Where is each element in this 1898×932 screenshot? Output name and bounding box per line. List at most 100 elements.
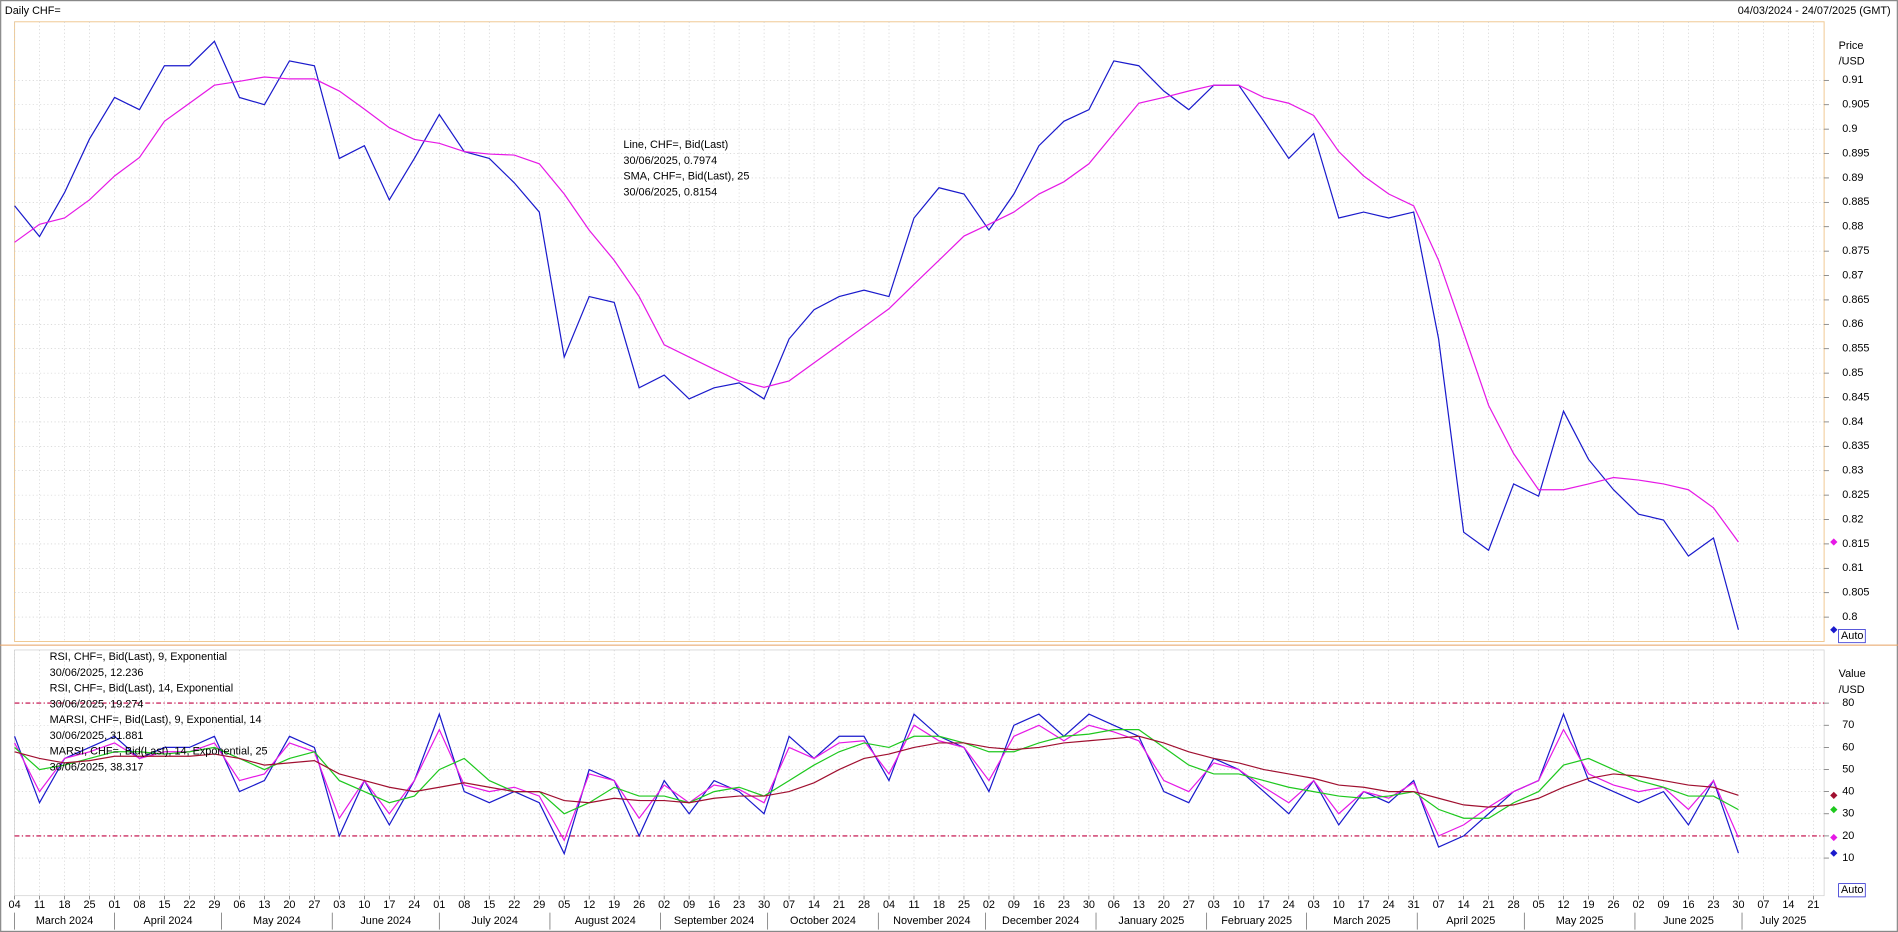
y-tick-label: 60 xyxy=(1842,741,1854,753)
x-tick-label: 21 xyxy=(1807,899,1819,911)
auto-label[interactable]: Auto xyxy=(1841,884,1863,896)
x-tick-label: 23 xyxy=(1707,899,1719,911)
x-tick-label: 05 xyxy=(558,899,570,911)
y-tick-label: 0.87 xyxy=(1842,269,1863,281)
x-tick-label: 03 xyxy=(1208,899,1220,911)
x-tick-label: 03 xyxy=(333,899,345,911)
month-label: February 2025 xyxy=(1221,915,1292,927)
x-tick-label: 18 xyxy=(933,899,945,911)
x-tick-label: 20 xyxy=(1158,899,1170,911)
chart-title: Daily CHF= xyxy=(5,5,61,17)
month-label: May 2025 xyxy=(1556,915,1604,927)
x-tick-label: 19 xyxy=(608,899,620,911)
x-tick-label: 10 xyxy=(1233,899,1245,911)
series-line xyxy=(14,735,1739,808)
x-tick-label: 06 xyxy=(1108,899,1120,911)
x-tick-label: 21 xyxy=(833,899,845,911)
y-tick-label: 0.82 xyxy=(1842,513,1863,525)
auto-label[interactable]: Auto xyxy=(1841,630,1863,642)
y-tick-label: 0.865 xyxy=(1842,294,1869,306)
x-tick-label: 16 xyxy=(708,899,720,911)
y-tick-label: 0.86 xyxy=(1842,318,1863,330)
x-tick-label: 16 xyxy=(1033,899,1045,911)
x-tick-label: 21 xyxy=(1483,899,1495,911)
legend-name: Line, CHF=, Bid(Last) xyxy=(623,139,728,151)
x-tick-label: 29 xyxy=(533,899,545,911)
month-label: March 2024 xyxy=(36,915,93,927)
legend-last-value: 30/06/2025, 19.274 xyxy=(50,698,144,710)
month-label: March 2025 xyxy=(1333,915,1390,927)
month-label: December 2024 xyxy=(1002,915,1079,927)
x-tick-label: 04 xyxy=(883,899,895,911)
x-tick-label: 14 xyxy=(808,899,820,911)
y-tick-label: 0.91 xyxy=(1842,74,1863,86)
month-label: April 2024 xyxy=(144,915,193,927)
y-tick-label: 10 xyxy=(1842,852,1854,864)
x-tick-label: 24 xyxy=(1283,899,1295,911)
y-tick-label: 0.89 xyxy=(1842,172,1863,184)
y-axis-label: Value xyxy=(1839,668,1866,680)
y-tick-label: 0.88 xyxy=(1842,221,1863,233)
x-tick-label: 27 xyxy=(308,899,320,911)
y-tick-label: 0.84 xyxy=(1842,416,1863,428)
legend-last-value: 30/06/2025, 0.7974 xyxy=(623,155,717,167)
x-tick-label: 23 xyxy=(733,899,745,911)
y-tick-label: 0.845 xyxy=(1842,391,1869,403)
y-tick-label: 0.9 xyxy=(1842,123,1857,135)
x-tick-label: 26 xyxy=(1607,899,1619,911)
y-tick-label: 0.855 xyxy=(1842,343,1869,355)
y-axis-unit: /USD xyxy=(1839,684,1865,696)
date-range: 04/03/2024 - 24/07/2025 (GMT) xyxy=(1738,5,1891,17)
x-tick-label: 02 xyxy=(1632,899,1644,911)
month-label: May 2024 xyxy=(253,915,301,927)
x-tick-label: 16 xyxy=(1682,899,1694,911)
x-tick-label: 11 xyxy=(34,899,45,911)
legend-name: RSI, CHF=, Bid(Last), 14, Exponential xyxy=(50,683,233,695)
x-tick-label: 17 xyxy=(383,899,395,911)
month-label: January 2025 xyxy=(1118,915,1184,927)
y-tick-label: 0.905 xyxy=(1842,99,1869,111)
x-tick-label: 08 xyxy=(133,899,145,911)
auto-button[interactable] xyxy=(1838,629,1866,644)
x-tick-label: 15 xyxy=(483,899,495,911)
y-tick-label: 20 xyxy=(1842,830,1854,842)
x-tick-label: 22 xyxy=(183,899,195,911)
y-tick-label: 0.895 xyxy=(1842,147,1869,159)
x-tick-label: 15 xyxy=(158,899,170,911)
y-tick-label: 0.8 xyxy=(1842,611,1857,623)
y-tick-label: 40 xyxy=(1842,786,1854,798)
legend-last-value: 30/06/2025, 12.236 xyxy=(50,667,144,679)
y-tick-label: 0.885 xyxy=(1842,196,1869,208)
legend-name: MARSI, CHF=, Bid(Last), 9, Exponential, … xyxy=(50,714,262,726)
x-tick-label: 30 xyxy=(1083,899,1095,911)
y-tick-label: 0.85 xyxy=(1842,367,1863,379)
auto-button[interactable] xyxy=(1838,883,1866,898)
y-tick-label: 0.83 xyxy=(1842,465,1863,477)
x-tick-label: 18 xyxy=(58,899,70,911)
month-label: October 2024 xyxy=(790,915,856,927)
y-axis-unit: /USD xyxy=(1839,56,1865,68)
series-line xyxy=(14,76,1739,543)
x-tick-label: 05 xyxy=(1533,899,1545,911)
x-tick-label: 17 xyxy=(1358,899,1370,911)
x-tick-label: 10 xyxy=(358,899,370,911)
y-tick-label: 0.805 xyxy=(1842,587,1869,599)
x-tick-label: 07 xyxy=(1757,899,1769,911)
x-tick-label: 07 xyxy=(1433,899,1445,911)
x-tick-label: 25 xyxy=(83,899,95,911)
y-tick-label: 0.835 xyxy=(1842,440,1869,452)
month-label: July 2024 xyxy=(471,915,518,927)
x-tick-label: 30 xyxy=(758,899,770,911)
x-tick-label: 12 xyxy=(583,899,595,911)
x-tick-label: 20 xyxy=(283,899,295,911)
legend-name: RSI, CHF=, Bid(Last), 9, Exponential xyxy=(50,651,227,663)
x-tick-label: 06 xyxy=(233,899,245,911)
legend-name: SMA, CHF=, Bid(Last), 25 xyxy=(623,171,749,183)
x-tick-label: 10 xyxy=(1333,899,1345,911)
x-tick-label: 01 xyxy=(433,899,445,911)
series-line xyxy=(14,724,1739,842)
x-tick-label: 25 xyxy=(958,899,970,911)
legend-last-value: 30/06/2025, 0.8154 xyxy=(623,186,717,198)
y-tick-label: 70 xyxy=(1842,719,1854,731)
